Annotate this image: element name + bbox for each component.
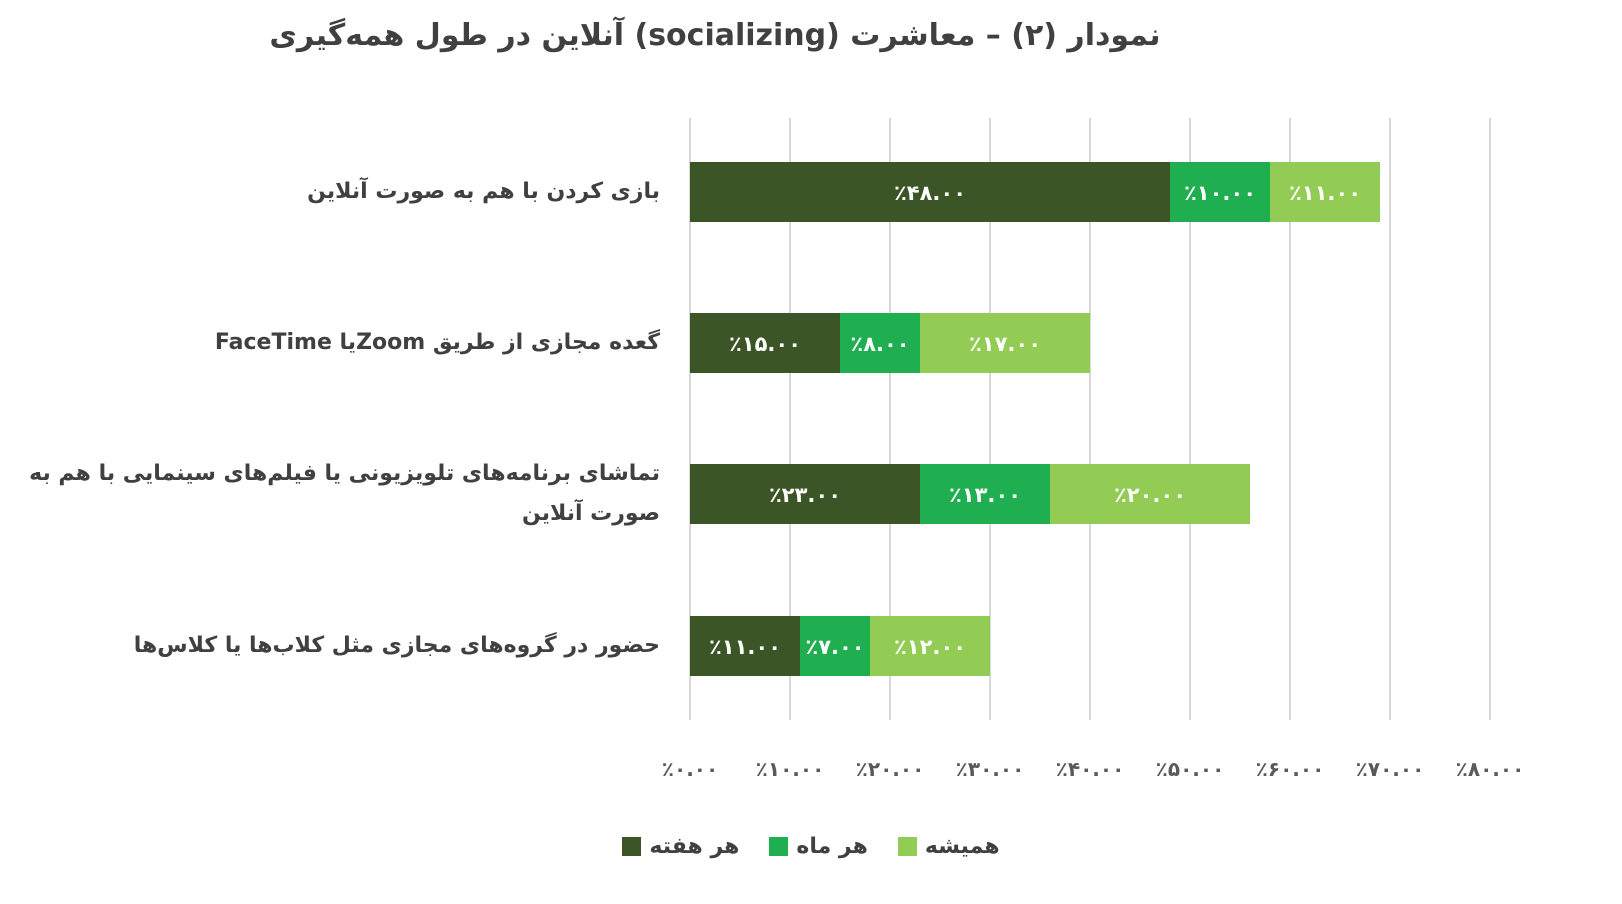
category-label: گعده مجازی از طریق Zoomیا FaceTime (214, 330, 660, 355)
x-tick-label: ٪۳۰.۰۰ (956, 757, 1025, 781)
x-tick-label: ٪۶۰.۰۰ (1256, 757, 1325, 781)
data-label: ٪۱۱.۰۰ (709, 635, 781, 659)
data-label: ٪۲۳.۰۰ (769, 483, 841, 507)
bar-segment (800, 616, 870, 676)
bar-segment (1270, 162, 1380, 222)
data-label: ٪۷.۰۰ (805, 635, 864, 659)
data-label: ٪۱۱.۰۰ (1289, 181, 1361, 205)
data-label: ٪۱۷.۰۰ (969, 332, 1041, 356)
x-tick-label: ٪۷۰.۰۰ (1356, 757, 1425, 781)
bar-segment (920, 313, 1090, 373)
legend-label: هر ماه (796, 834, 868, 859)
x-tick-label: ٪۱۰.۰۰ (756, 757, 825, 781)
category-label: حضور در گروه‌های مجازی مثل کلاب‌ها یا کل… (133, 633, 660, 658)
legend-swatch (897, 837, 917, 856)
data-label: ٪۸.۰۰ (850, 332, 909, 356)
legend-item: هر ماه (769, 834, 868, 859)
x-tick-label: ٪۸۰.۰۰ (1456, 757, 1525, 781)
x-tick-label: ٪۵۰.۰۰ (1156, 757, 1225, 781)
data-label: ٪۲۰.۰۰ (1114, 483, 1186, 507)
bar-segment (840, 313, 920, 373)
category-label: بازی کردن با هم به صورت آنلاین (307, 179, 660, 204)
data-label: ٪۱۳.۰۰ (949, 483, 1021, 507)
bar-segment (1170, 162, 1270, 222)
legend-item: هر هفته (622, 834, 739, 859)
legend-label: هر هفته (649, 834, 740, 859)
x-tick-label: ٪۲۰.۰۰ (856, 757, 925, 781)
data-label: ٪۱۵.۰۰ (729, 332, 801, 356)
data-label: ٪۱۰.۰۰ (1184, 181, 1256, 205)
bar-segment (690, 464, 920, 524)
bar-segment (690, 162, 1170, 222)
x-tick-label: ٪۰.۰۰ (662, 757, 718, 781)
bar-segment (690, 616, 800, 676)
data-label: ٪۱۲.۰۰ (894, 635, 966, 659)
chart-title: نمودار (۲) – معاشرت (socializing) آنلاین… (269, 18, 1161, 53)
bar-segment (920, 464, 1050, 524)
legend-swatch (622, 837, 642, 856)
legend-swatch (769, 837, 789, 856)
legend-label: همیشه (924, 834, 1000, 859)
bar-segment (1050, 464, 1250, 524)
x-tick-label: ٪۴۰.۰۰ (1056, 757, 1125, 781)
legend-item: همیشه (897, 834, 1000, 859)
bar-segment (690, 313, 840, 373)
bar-segment (870, 616, 990, 676)
legend: هر هفته هر ماه همیشه (0, 834, 1622, 859)
category-label: تماشای برنامه‌های تلویزیونی یا فیلم‌های … (29, 461, 660, 526)
data-label: ٪۴۸.۰۰ (894, 181, 966, 205)
